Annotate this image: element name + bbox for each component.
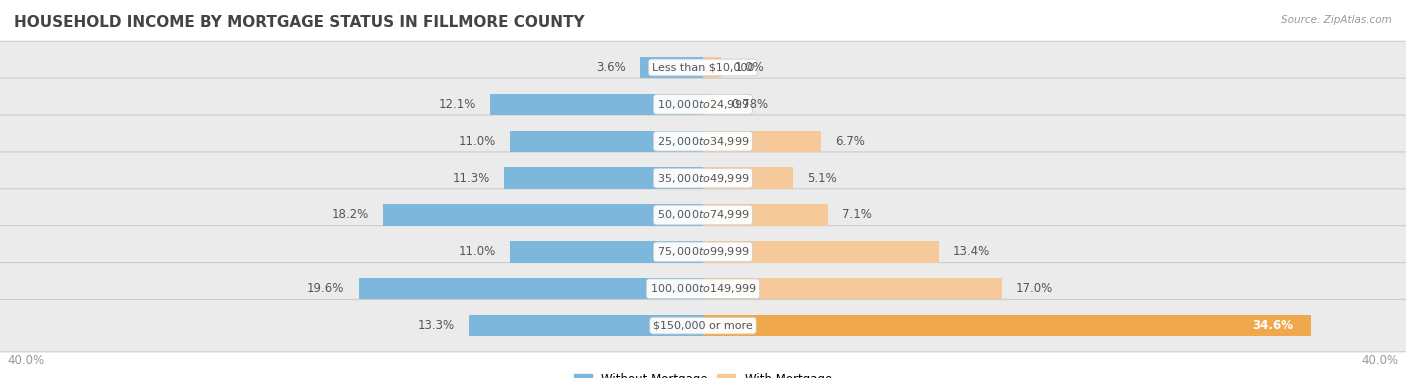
- Legend: Without Mortgage, With Mortgage: Without Mortgage, With Mortgage: [569, 368, 837, 378]
- Bar: [703, 315, 1312, 336]
- Text: 11.0%: 11.0%: [458, 135, 496, 148]
- Text: 3.6%: 3.6%: [596, 61, 626, 74]
- Bar: [510, 241, 703, 263]
- Text: 5.1%: 5.1%: [807, 172, 837, 184]
- FancyBboxPatch shape: [0, 263, 1406, 315]
- Text: 34.6%: 34.6%: [1253, 319, 1294, 332]
- Bar: [703, 94, 717, 115]
- Bar: [703, 167, 793, 189]
- Bar: [505, 167, 703, 189]
- FancyBboxPatch shape: [0, 189, 1406, 241]
- Bar: [491, 94, 703, 115]
- Bar: [703, 130, 821, 152]
- Text: 40.0%: 40.0%: [1362, 354, 1399, 367]
- FancyBboxPatch shape: [0, 115, 1406, 167]
- Text: 1.0%: 1.0%: [734, 61, 765, 74]
- Text: 17.0%: 17.0%: [1015, 282, 1053, 295]
- Bar: [510, 130, 703, 152]
- Bar: [703, 241, 939, 263]
- Bar: [382, 204, 703, 226]
- Text: 13.4%: 13.4%: [953, 245, 990, 259]
- Text: 18.2%: 18.2%: [332, 209, 368, 222]
- Text: HOUSEHOLD INCOME BY MORTGAGE STATUS IN FILLMORE COUNTY: HOUSEHOLD INCOME BY MORTGAGE STATUS IN F…: [14, 15, 585, 30]
- FancyBboxPatch shape: [0, 41, 1406, 94]
- FancyBboxPatch shape: [0, 226, 1406, 278]
- Text: $35,000 to $49,999: $35,000 to $49,999: [657, 172, 749, 184]
- Text: 0.78%: 0.78%: [731, 98, 768, 111]
- Text: $100,000 to $149,999: $100,000 to $149,999: [650, 282, 756, 295]
- Bar: [470, 315, 703, 336]
- Text: 19.6%: 19.6%: [307, 282, 344, 295]
- Text: $10,000 to $24,999: $10,000 to $24,999: [657, 98, 749, 111]
- Text: 6.7%: 6.7%: [835, 135, 865, 148]
- Text: 11.3%: 11.3%: [453, 172, 491, 184]
- Bar: [703, 204, 828, 226]
- Text: $25,000 to $34,999: $25,000 to $34,999: [657, 135, 749, 148]
- Text: 13.3%: 13.3%: [418, 319, 456, 332]
- Text: Less than $10,000: Less than $10,000: [652, 62, 754, 73]
- Text: 11.0%: 11.0%: [458, 245, 496, 259]
- Bar: [703, 278, 1001, 299]
- Text: Source: ZipAtlas.com: Source: ZipAtlas.com: [1281, 15, 1392, 25]
- FancyBboxPatch shape: [0, 152, 1406, 204]
- Text: 40.0%: 40.0%: [7, 354, 44, 367]
- Text: 7.1%: 7.1%: [842, 209, 872, 222]
- Text: 12.1%: 12.1%: [439, 98, 477, 111]
- Bar: [640, 57, 703, 78]
- Text: $50,000 to $74,999: $50,000 to $74,999: [657, 209, 749, 222]
- FancyBboxPatch shape: [0, 78, 1406, 130]
- Bar: [703, 57, 721, 78]
- Bar: [359, 278, 703, 299]
- Text: $75,000 to $99,999: $75,000 to $99,999: [657, 245, 749, 259]
- Text: $150,000 or more: $150,000 or more: [654, 321, 752, 331]
- FancyBboxPatch shape: [0, 299, 1406, 352]
